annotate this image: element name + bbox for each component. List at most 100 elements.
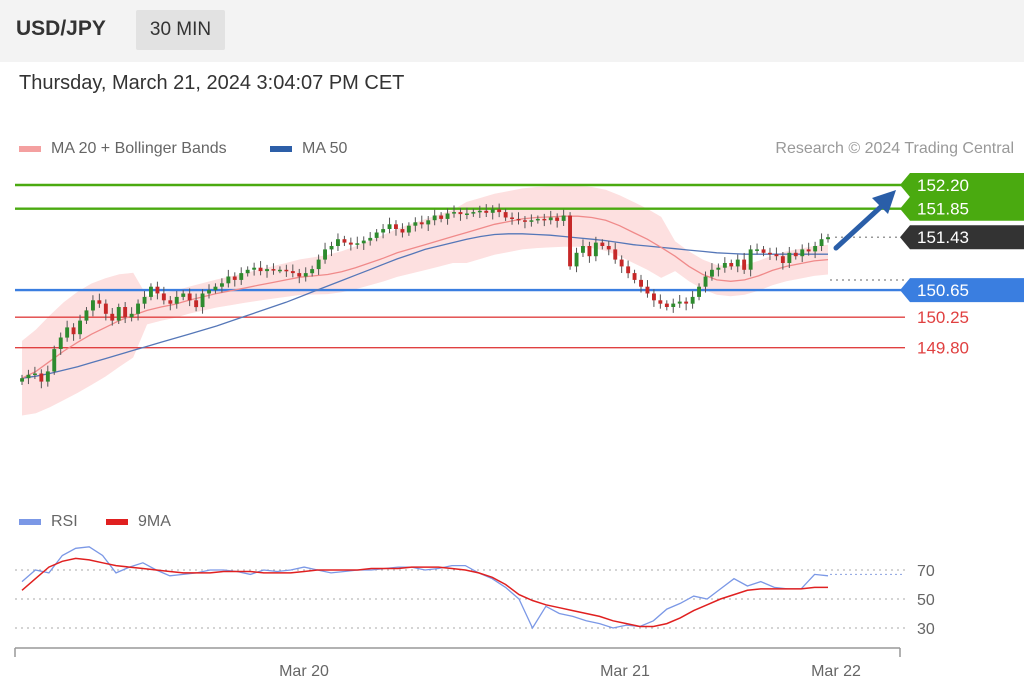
candle-body bbox=[155, 286, 160, 294]
x-axis-label: Mar 21 bbox=[600, 663, 650, 680]
candle-body bbox=[535, 218, 540, 221]
candle-body bbox=[800, 249, 805, 257]
candle-body bbox=[374, 232, 379, 238]
candle-body bbox=[84, 310, 89, 321]
candle-body bbox=[652, 293, 656, 301]
level-tag bbox=[900, 225, 1024, 250]
candle-body bbox=[213, 286, 218, 291]
candle-body bbox=[780, 256, 785, 263]
candle-body bbox=[348, 242, 353, 245]
candle-body bbox=[587, 246, 592, 257]
candle-body bbox=[516, 218, 521, 221]
candle-body bbox=[149, 286, 153, 297]
level-label: 150.65 bbox=[917, 281, 969, 300]
candle-body bbox=[452, 212, 456, 214]
candle-body bbox=[826, 237, 830, 240]
ma20-line bbox=[21, 215, 829, 379]
candle-body bbox=[368, 237, 373, 241]
candle-body bbox=[239, 273, 244, 280]
candle-body bbox=[484, 210, 489, 213]
candle-body bbox=[271, 269, 276, 271]
candle-body bbox=[426, 220, 431, 225]
candle-body bbox=[542, 218, 547, 221]
candle-body bbox=[297, 273, 302, 277]
candle-body bbox=[606, 246, 611, 250]
candle-body bbox=[71, 327, 76, 335]
candle-body bbox=[310, 269, 315, 274]
candle-body bbox=[284, 269, 289, 272]
candle-body bbox=[20, 378, 24, 382]
candle-body bbox=[33, 373, 37, 375]
candle-body bbox=[806, 249, 811, 252]
x-axis-label: Mar 20 bbox=[279, 663, 329, 680]
level-tag bbox=[900, 173, 1024, 197]
candle-body bbox=[26, 374, 31, 379]
forecast-arrow-head bbox=[872, 190, 896, 214]
rsi-ma-line bbox=[21, 557, 828, 628]
candle-body bbox=[174, 296, 179, 304]
candle-body bbox=[103, 303, 108, 314]
level-tag bbox=[900, 278, 1024, 303]
candle-body bbox=[626, 266, 631, 274]
candle-body bbox=[490, 209, 495, 213]
candle-body bbox=[207, 290, 211, 294]
candle-body bbox=[336, 239, 340, 246]
legend-rsi-label: RSI bbox=[51, 513, 78, 530]
timestamp-label: Thursday, March 21, 2024 3:04:07 PM CET bbox=[19, 72, 405, 94]
candle-body bbox=[735, 259, 740, 267]
legend-rsi: RSI bbox=[19, 513, 78, 531]
candle-body bbox=[761, 249, 766, 253]
candle-body bbox=[323, 249, 327, 260]
candle-body bbox=[658, 300, 663, 304]
timeframe-button[interactable]: 30 MIN bbox=[136, 10, 225, 50]
candle-body bbox=[561, 215, 566, 221]
candle-body bbox=[613, 249, 618, 260]
candle-body bbox=[716, 267, 721, 270]
candle-body bbox=[316, 259, 321, 270]
candle-body bbox=[361, 240, 366, 244]
candle-body bbox=[194, 300, 199, 308]
level-label: 151.85 bbox=[917, 200, 969, 219]
candle-body bbox=[742, 259, 747, 270]
candle-body bbox=[136, 303, 140, 314]
candle-body bbox=[245, 269, 250, 274]
candle-body bbox=[168, 300, 173, 304]
candle-body bbox=[110, 313, 115, 321]
candle-body bbox=[406, 225, 411, 233]
candle-body bbox=[458, 212, 463, 215]
candle-body bbox=[232, 276, 237, 280]
copyright-text: Research © 2024 Trading Central bbox=[775, 140, 1014, 157]
candle-body bbox=[677, 301, 682, 304]
legend-ma50-label: MA 50 bbox=[302, 140, 348, 157]
candle-body bbox=[342, 239, 347, 243]
candle-body bbox=[226, 276, 231, 284]
level-label: 150.25 bbox=[917, 308, 969, 327]
symbol-title: USD/JPY bbox=[16, 17, 106, 40]
legend-rsi-ma: 9MA bbox=[106, 513, 171, 531]
candle-body bbox=[787, 252, 792, 263]
candle-body bbox=[471, 212, 476, 214]
candle-body bbox=[503, 212, 508, 218]
legend-ma50: MA 50 bbox=[270, 140, 347, 158]
candle-body bbox=[187, 293, 192, 301]
candle-body bbox=[819, 239, 824, 246]
candle-body bbox=[690, 296, 695, 304]
candle-body bbox=[329, 246, 334, 250]
candle-body bbox=[813, 246, 818, 252]
level-tag bbox=[900, 196, 1024, 221]
candle-body bbox=[116, 307, 121, 321]
candle-body bbox=[555, 217, 560, 221]
candle-body bbox=[510, 217, 514, 219]
x-axis-label: Mar 22 bbox=[811, 663, 861, 680]
candle-body bbox=[755, 249, 759, 251]
header-bar: USD/JPY 30 MIN bbox=[0, 0, 1024, 62]
candle-body bbox=[439, 215, 444, 219]
candle-body bbox=[684, 301, 689, 304]
candle-body bbox=[600, 242, 605, 246]
candle-body bbox=[161, 293, 166, 301]
ma50-swatch bbox=[270, 146, 292, 152]
candle-body bbox=[142, 296, 147, 304]
candle-body bbox=[593, 242, 598, 257]
candle-body bbox=[278, 269, 282, 272]
